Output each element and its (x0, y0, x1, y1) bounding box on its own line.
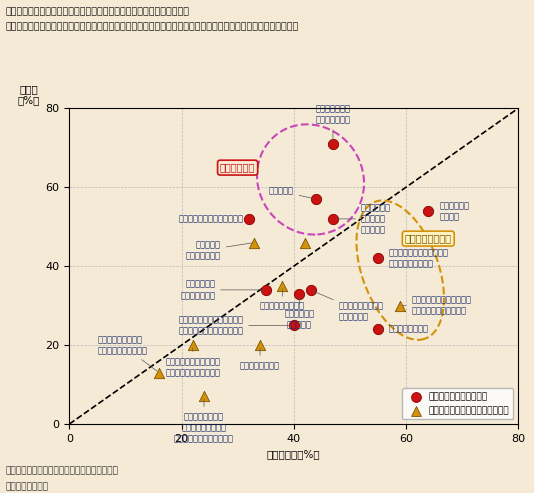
Point (262, 286, 270, 294)
Text: 資料）国土交通省: 資料）国土交通省 (5, 482, 49, 491)
X-axis label: 三大都市圏（%）: 三大都市圏（%） (267, 449, 320, 459)
Text: 治安のよさや防犯対策の状況: 治安のよさや防犯対策の状況 (178, 214, 249, 223)
Text: 公園や水辺・
親水空間の
整備の状況: 公園や水辺・ 親水空間の 整備の状況 (336, 203, 391, 235)
Point (329, 215, 337, 223)
Point (278, 282, 287, 290)
Point (200, 392, 208, 400)
Point (374, 325, 382, 333)
Text: 情報通信基盤の状況: 情報通信基盤の状況 (260, 289, 305, 311)
Point (189, 341, 197, 349)
Text: 自然災害等に
対する防災体制: 自然災害等に 対する防災体制 (180, 280, 263, 300)
Text: 問　現在お住まいの地域での暮らしや生活環境についてお聞きします。: 問 現在お住まいの地域での暮らしや生活環境についてお聞きします。 (5, 7, 190, 16)
Text: 日常の買い物
の利便性: 日常の買い物 の利便性 (431, 201, 469, 221)
Y-axis label: 地方圏
（%）: 地方圏 （%） (18, 84, 40, 106)
Point (424, 207, 433, 215)
Point (312, 195, 320, 203)
Point (289, 321, 298, 329)
Point (396, 302, 405, 310)
Point (256, 341, 264, 349)
Point (250, 239, 259, 246)
Text: 自然の豊かさや
環境保全の状況: 自然の豊かさや 環境保全の状況 (316, 104, 350, 141)
Text: まちなみや
景観の整備状況: まちなみや 景観の整備状況 (186, 241, 252, 260)
Point (301, 239, 309, 246)
Text: 文化や教養活動・レジャーの
ための施設やサービスの状況: 文化や教養活動・レジャーの ための施設やサービスの状況 (178, 316, 291, 335)
Legend: 重要度が７割以上のもの, 重要度が５割以上７割未満のもの: 重要度が７割以上のもの, 重要度が５割以上７割未満のもの (402, 388, 514, 420)
Text: 生活道路や幹線道路
の整備の状況: 生活道路や幹線道路 の整備の状況 (313, 291, 383, 322)
Text: ショッピングを楽しめるよ
うな多様な商店等の集積: ショッピングを楽しめるよ うな多様な商店等の集積 (403, 296, 472, 316)
Point (295, 290, 303, 298)
Text: 雇用機会や働く場: 雇用機会や働く場 (240, 348, 280, 370)
Text: 病院や診療所などの施設や
医療サービスの状況: 病院や診療所などの施設や 医療サービスの状況 (381, 248, 449, 268)
Text: 住宅の取得・
保有の状況: 住宅の取得・ 保有の状況 (284, 297, 315, 330)
Point (245, 215, 253, 223)
Text: それぞれの項目について、あなたの暮らしや生活にとってどの程度重要ですか。どの程度満足していますか。: それぞれの項目について、あなたの暮らしや生活にとってどの程度重要ですか。どの程度… (5, 22, 299, 31)
Point (307, 286, 315, 294)
Text: 住宅の状況: 住宅の状況 (269, 187, 313, 199)
Text: 安全に歩ける歩行空間や
自転車空間の整備の状況: 安全に歩ける歩行空間や 自転車空間の整備の状況 (166, 348, 220, 377)
Point (329, 140, 337, 148)
Text: （注）重要度が５割未満のものは除いている。: （注）重要度が５割未満のものは除いている。 (5, 466, 118, 475)
Text: 公共交通の利便性: 公共交通の利便性 (381, 325, 429, 334)
Text: 高齢者等にとって
暮らしやすいような
地域のバリアフリーの状況: 高齢者等にとって 暮らしやすいような 地域のバリアフリーの状況 (174, 399, 234, 443)
Text: 地方圏の満足: 地方圏の満足 (220, 163, 255, 173)
Text: 介護・福祉のための
施設やサービスの状況: 介護・福祉のための 施設やサービスの状況 (97, 335, 157, 371)
Point (155, 369, 163, 377)
Point (374, 254, 382, 262)
Text: 三大都市圏の満足: 三大都市圏の満足 (405, 234, 452, 244)
